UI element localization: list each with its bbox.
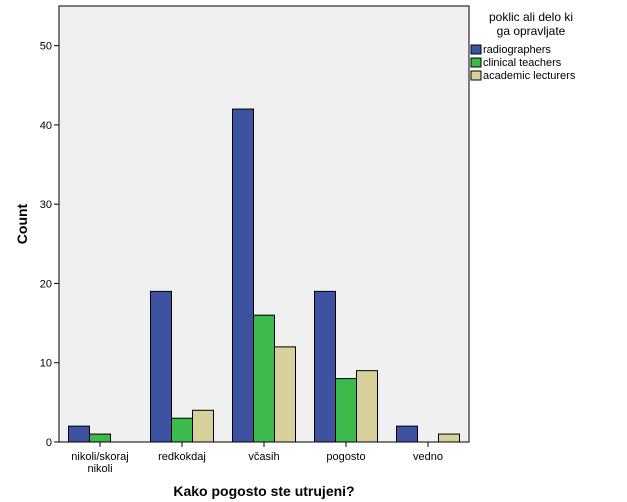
legend-swatch xyxy=(470,44,482,55)
bar xyxy=(356,370,378,443)
legend-label: academic lecturers xyxy=(483,70,576,82)
bar xyxy=(396,425,418,443)
x-tick-label: vedno xyxy=(413,451,443,463)
x-tick-label-line: vedno xyxy=(413,451,443,463)
x-axis: nikoli/skoraj nikoli redkokdaj včasih pogost… xyxy=(71,442,443,475)
bar xyxy=(253,314,275,443)
bar xyxy=(232,108,254,443)
x-tick-label: redkokdaj xyxy=(158,451,206,463)
bars xyxy=(68,108,460,443)
x-tick-label-line: nikoli xyxy=(87,463,112,475)
x-tick-label-line: redkokdaj xyxy=(158,451,206,463)
bar xyxy=(335,378,357,443)
y-tick-label: 0 xyxy=(46,437,52,449)
y-tick-label: 20 xyxy=(40,278,52,290)
bar xyxy=(171,417,193,443)
x-tick-label-line: pogosto xyxy=(326,451,365,463)
y-axis: 0 10 20 30 40 50 xyxy=(40,41,59,449)
bar xyxy=(438,433,460,443)
y-axis-title: Count xyxy=(14,203,30,244)
x-tick-label: včasih xyxy=(248,451,279,463)
x-tick-label: pogosto xyxy=(326,451,365,463)
bar xyxy=(192,409,214,443)
x-tick-label-line: nikoli/skoraj xyxy=(71,451,128,463)
y-tick-label: 30 xyxy=(40,199,52,211)
y-tick-label: 40 xyxy=(40,120,52,132)
legend: poklic ali delo ki ga opravljate radiogr… xyxy=(470,10,576,82)
y-tick-label: 10 xyxy=(40,358,52,370)
bar xyxy=(314,290,336,443)
legend-title-line-1: poklic ali delo ki xyxy=(489,10,573,24)
x-tick-label: nikoli/skoraj nikoli xyxy=(71,451,128,475)
legend-swatch xyxy=(470,57,482,68)
x-axis-title: Kako pogosto ste utrujeni? xyxy=(173,483,354,499)
legend-label: clinical teachers xyxy=(483,57,562,69)
bar xyxy=(68,425,90,443)
bar xyxy=(89,433,111,443)
bar xyxy=(274,346,296,443)
legend-swatch xyxy=(470,70,482,81)
legend-label: radiographers xyxy=(483,44,551,56)
y-tick-label: 50 xyxy=(40,41,52,53)
bar xyxy=(150,290,172,443)
x-tick-label-line: včasih xyxy=(248,451,279,463)
legend-title-line-2: ga opravljate xyxy=(497,24,566,38)
